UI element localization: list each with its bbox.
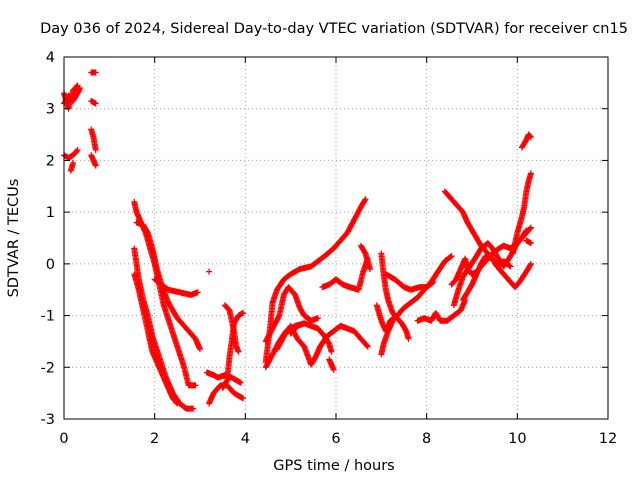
data-series-segment [88, 126, 99, 154]
data-point-marker [527, 260, 534, 267]
data-point-marker [206, 268, 213, 275]
data-point-marker [92, 69, 99, 76]
x-tick-label: 2 [150, 431, 159, 447]
data-point-marker [527, 240, 534, 247]
y-tick-label: 4 [46, 50, 55, 66]
data-point-marker [393, 313, 400, 320]
y-tick-label: 0 [46, 257, 55, 273]
data-point-marker [522, 228, 529, 235]
data-point-marker [92, 162, 99, 169]
x-tick-label: 0 [59, 431, 68, 447]
x-tick-label: 4 [241, 431, 250, 447]
data-series-segment [373, 302, 401, 335]
data-point-marker [190, 405, 197, 412]
data-point-marker [92, 147, 99, 154]
data-series-segment [319, 255, 371, 293]
x-tick-label: 12 [599, 431, 617, 447]
data-point-marker [448, 253, 455, 260]
x-axis-label: GPS time / hours [273, 458, 394, 474]
data-point-marker [527, 225, 534, 232]
data-point-marker [174, 400, 181, 407]
data-point-marker [362, 196, 369, 203]
y-axis-label: SDTVAR / TECUs [6, 179, 22, 298]
data-point-marker [430, 278, 437, 285]
data-series-segment [450, 227, 530, 309]
data-points [61, 69, 534, 412]
data-point-marker [194, 289, 201, 296]
x-tick-label: 8 [422, 431, 431, 447]
data-series-segment [67, 160, 77, 174]
data-point-marker [527, 133, 534, 140]
data-series-segment [326, 356, 337, 373]
y-tick-label: 3 [46, 102, 55, 118]
data-point-marker [507, 263, 514, 270]
data-point-marker [367, 266, 373, 273]
data-point-marker [364, 343, 371, 350]
data-point-marker [73, 83, 80, 90]
data-series-segment [131, 271, 181, 407]
chart-title: Day 036 of 2024, Sidereal Day-to-day VTE… [40, 21, 628, 37]
data-series-segment [378, 253, 455, 358]
data-point-marker [330, 366, 337, 373]
data-point-marker [192, 382, 199, 389]
data-point-marker [240, 395, 247, 402]
data-point-marker [197, 346, 203, 353]
y-tick-label: -1 [41, 309, 55, 325]
data-point-marker [447, 253, 454, 260]
x-tick-label: 10 [508, 431, 526, 447]
data-series-segment [88, 152, 99, 169]
data-series-segment [61, 82, 81, 112]
data-series-segment [382, 271, 437, 293]
y-tick-label: -3 [41, 412, 55, 428]
x-tick-label: 6 [331, 431, 340, 447]
data-point-marker [394, 312, 401, 319]
data-point-marker [429, 279, 436, 286]
data-series-segment [459, 253, 514, 304]
data-point-marker [328, 348, 335, 355]
data-series-segment [523, 237, 534, 247]
data-series-segment [133, 219, 203, 353]
data-point-marker [523, 227, 530, 234]
data-point-marker [235, 348, 242, 355]
data-point-marker [74, 147, 81, 154]
data-point-marker [363, 342, 370, 349]
data-point-marker [240, 309, 247, 316]
y-tick-label: 2 [46, 153, 55, 169]
data-point-marker [361, 197, 368, 204]
data-point-marker [527, 224, 534, 231]
data-series-segment [88, 69, 99, 76]
data-point-marker [301, 320, 308, 327]
data-series-segment [151, 276, 201, 298]
data-point-marker [237, 379, 244, 386]
data-series-segment [206, 268, 213, 275]
data-series-segment [509, 170, 534, 257]
data-series-segment [518, 131, 534, 151]
data-point-marker [405, 335, 412, 342]
data-point-marker [314, 315, 321, 322]
data-point-marker [527, 261, 534, 268]
data-point-marker [73, 147, 80, 154]
data-series-segment [262, 284, 321, 345]
data-series-segment [287, 320, 308, 337]
data-series-segment [274, 322, 371, 368]
data-series-segment [206, 382, 247, 407]
y-tick-label: 1 [46, 205, 55, 221]
data-series-segment [221, 302, 242, 355]
data-series-segment [414, 297, 469, 324]
data-point-marker [506, 262, 513, 269]
data-point-marker [527, 134, 534, 141]
data-point-marker [92, 100, 99, 107]
data-series-segment [378, 250, 412, 342]
data-point-marker [70, 160, 77, 167]
data-point-marker [173, 399, 180, 406]
data-series-segment [88, 97, 99, 107]
y-tick-label: -2 [41, 360, 55, 376]
data-point-marker [74, 82, 81, 89]
data-series-segment [357, 242, 373, 273]
data-point-marker [527, 170, 534, 177]
